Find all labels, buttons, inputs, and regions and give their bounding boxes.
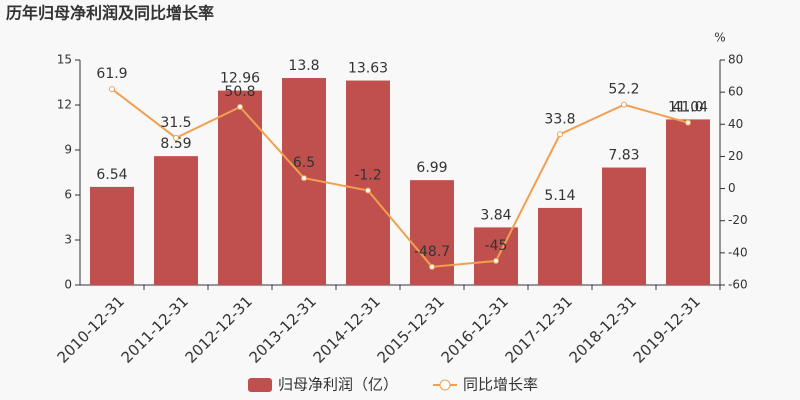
y-tick-label: 3: [64, 233, 72, 247]
line-value-label: -48.7: [414, 244, 450, 260]
line-point: [237, 103, 243, 110]
y2-tick-label: 40: [728, 117, 743, 131]
chart-title: 历年归母净利润及同比增长率: [6, 4, 214, 23]
line-point: [621, 101, 627, 108]
line-value-label: 33.8: [544, 111, 575, 127]
bar-value-label: 6.99: [416, 160, 447, 176]
y-tick-label: 12: [57, 98, 72, 112]
line-point: [685, 119, 691, 126]
bar-value-label: 7.83: [608, 148, 639, 164]
bar-value-label: 5.14: [544, 188, 575, 204]
y2-tick-label: -40: [728, 245, 748, 259]
bar-value-label: 12.96: [220, 71, 260, 87]
bar-value-label: 8.59: [160, 136, 191, 152]
line-value-label: 50.8: [224, 84, 255, 100]
line-value-label: 61.9: [96, 66, 127, 82]
bar-value-label: 3.84: [480, 207, 511, 223]
line-point: [173, 134, 179, 141]
legend-item: 同比增长率: [433, 376, 538, 394]
bar-value-label: 13.8: [288, 58, 319, 74]
line-value-label: -1.2: [354, 168, 381, 184]
y-tick-label: 15: [57, 53, 72, 67]
bar: [90, 186, 134, 285]
line-point: [301, 175, 307, 182]
y2-tick-label: 80: [728, 53, 743, 67]
y2-tick-label: 20: [728, 149, 743, 163]
legend-swatch: [248, 378, 272, 392]
bar: [346, 80, 390, 285]
bar-value-label: 13.63: [348, 61, 388, 77]
bar: [154, 156, 198, 285]
line-point: [493, 257, 499, 264]
legend-swatch-point: [439, 379, 451, 391]
y2-unit: %: [714, 31, 725, 45]
bar: [474, 227, 518, 285]
y-tick-label: 0: [64, 278, 72, 292]
bar: [602, 167, 646, 285]
line-point: [557, 131, 563, 138]
line-point: [365, 187, 371, 194]
legend-item: 归母净利润（亿）: [248, 376, 398, 394]
y-tick-label: 6: [64, 188, 72, 202]
bar: [666, 119, 710, 286]
line-value-label: 52.2: [608, 82, 639, 98]
bar-value-label: 11.04: [668, 99, 708, 115]
line-point: [109, 86, 115, 93]
line-value-label: 41.0: [672, 100, 703, 116]
bar-value-label: 6.54: [96, 167, 127, 183]
y2-tick-label: -60: [728, 278, 748, 292]
line-value-label: 6.5: [293, 155, 315, 171]
bar: [538, 207, 582, 285]
line-value-label: 31.5: [160, 115, 191, 131]
y-tick-label: 9: [64, 143, 72, 157]
legend-label: 归母净利润（亿）: [278, 376, 398, 394]
y2-tick-label: 0: [728, 181, 736, 195]
line-point: [429, 263, 435, 270]
line-value-label: -45: [485, 238, 508, 254]
y2-tick-label: -20: [728, 213, 748, 227]
line: [111, 88, 689, 268]
legend-label: 同比增长率: [463, 376, 538, 394]
y2-tick-label: 60: [728, 85, 743, 99]
bar: [218, 90, 262, 285]
